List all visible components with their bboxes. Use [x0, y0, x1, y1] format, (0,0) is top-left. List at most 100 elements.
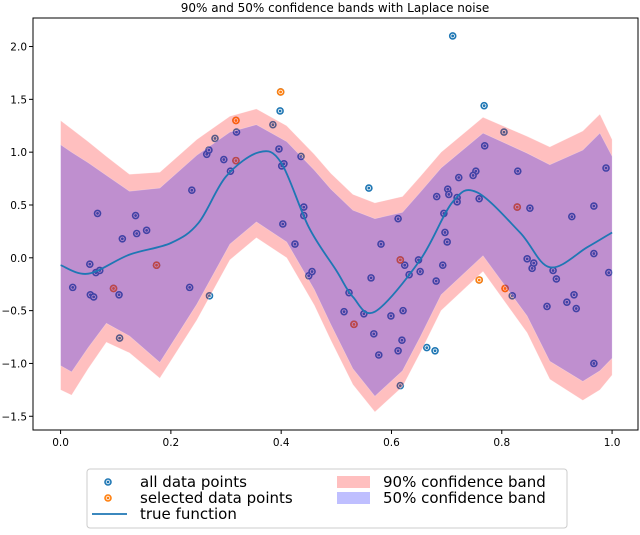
data-point-ring	[432, 348, 438, 353]
data-point-ring	[446, 192, 452, 197]
axes-frame	[32, 17, 639, 431]
y-tick-label: 1.0	[10, 147, 27, 159]
data-point-ring	[376, 352, 381, 358]
data-point-dot	[568, 212, 576, 221]
data-point	[513, 167, 522, 175]
band-50	[60, 124, 613, 397]
data-point-ring	[292, 241, 298, 247]
data-point-dot	[115, 334, 124, 342]
data-point	[93, 209, 102, 218]
data-point-dot	[570, 290, 578, 299]
data-point	[480, 142, 489, 150]
data-point-dot	[399, 306, 407, 315]
data-point	[185, 283, 194, 292]
selected-data-point-ring	[515, 204, 520, 210]
legend-label-all-points: all data points	[140, 473, 247, 491]
legend-label-true-function: true function	[140, 505, 237, 523]
data-point	[299, 203, 308, 211]
data-point-ring	[606, 270, 611, 275]
true-function-line	[60, 150, 613, 314]
data-point	[590, 359, 598, 368]
data-point	[441, 228, 449, 237]
data-point	[132, 229, 141, 238]
data-point	[387, 312, 395, 320]
selected-data-point-ring	[233, 118, 239, 123]
data-point-ring	[280, 221, 286, 227]
data-point-dot	[279, 220, 287, 228]
data-point	[432, 277, 440, 285]
selected-data-point	[232, 156, 240, 165]
data-point	[115, 290, 123, 299]
data-point-dot	[513, 167, 522, 175]
data-point	[563, 298, 571, 306]
data-point	[269, 120, 277, 129]
data-point	[480, 101, 488, 110]
data-point-ring	[510, 293, 515, 299]
data-point-dot	[220, 155, 228, 164]
data-point-dot	[370, 330, 378, 338]
legend-patch-90-band	[337, 476, 370, 488]
data-point	[448, 32, 457, 40]
y-tick-label: 0.5	[10, 200, 27, 212]
selected-data-point-ring	[351, 322, 357, 327]
data-point-ring	[187, 285, 192, 290]
data-point	[570, 290, 578, 299]
data-point	[308, 267, 316, 276]
selected-data-point	[152, 261, 161, 270]
data-point-ring	[371, 331, 377, 337]
selected-data-point-dot	[109, 284, 118, 293]
data-point	[590, 249, 598, 258]
data-point-dot	[454, 173, 463, 182]
data-point	[394, 346, 402, 355]
selected-data-point	[109, 284, 118, 293]
data-point-ring	[301, 204, 306, 210]
data-points	[68, 32, 613, 390]
data-point	[568, 212, 576, 221]
data-point-dot	[508, 292, 517, 300]
data-point	[475, 194, 483, 203]
data-point-dot	[590, 359, 598, 368]
data-point-dot	[526, 204, 534, 212]
data-point-ring	[70, 285, 75, 290]
data-point-dot	[132, 229, 141, 238]
data-point-dot	[291, 240, 299, 248]
data-point-dot	[549, 266, 557, 275]
data-point-ring	[388, 313, 394, 319]
data-point-dot	[543, 302, 551, 311]
data-point-ring	[433, 278, 439, 284]
data-point-ring	[277, 108, 283, 114]
data-point	[422, 343, 431, 352]
data-point-ring	[531, 260, 536, 266]
data-point-dot	[269, 120, 277, 129]
data-point-dot	[443, 238, 451, 246]
data-point-dot	[431, 346, 439, 355]
data-point-dot	[396, 381, 405, 390]
data-point-ring	[133, 213, 138, 218]
data-point	[370, 330, 378, 338]
data-point	[416, 267, 424, 276]
data-point	[86, 260, 94, 268]
y-tick-label: −0.5	[2, 306, 28, 318]
selected-data-point	[232, 116, 240, 125]
data-point-ring	[571, 292, 577, 297]
data-point-ring	[424, 345, 429, 350]
x-tick-label: 0.0	[52, 437, 69, 449]
data-point-ring	[440, 263, 445, 268]
confidence-bands	[60, 108, 613, 413]
data-point-dot	[432, 277, 440, 285]
data-point-ring	[298, 154, 304, 159]
selected-data-point-dot	[350, 320, 358, 329]
x-tick-label: 0.4	[273, 437, 290, 449]
selected-data-point-dot	[501, 284, 509, 293]
data-point	[604, 268, 613, 277]
data-point-ring	[481, 103, 487, 108]
selected-data-point-dot	[232, 156, 240, 165]
data-point-ring	[221, 157, 227, 162]
data-point	[400, 261, 409, 270]
data-point-ring	[564, 299, 570, 305]
data-point-ring	[529, 266, 535, 271]
data-point	[115, 334, 124, 342]
data-point	[394, 214, 402, 223]
legend-label-90-band: 90% confidence band	[383, 473, 546, 491]
